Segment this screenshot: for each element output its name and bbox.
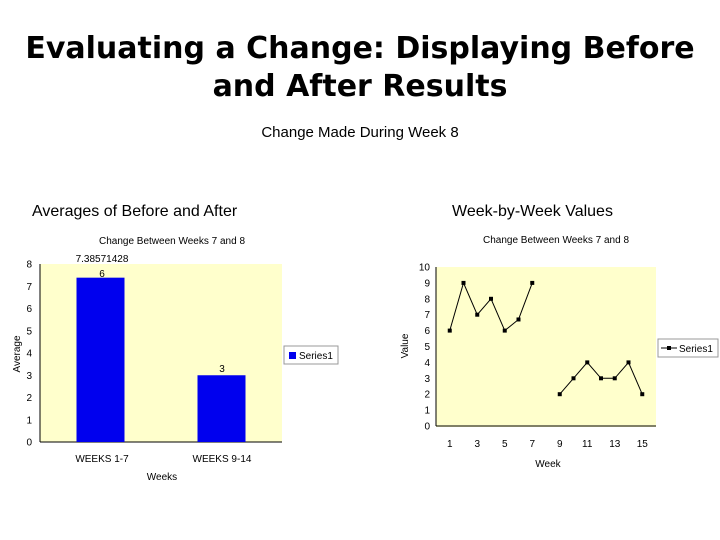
line-x-tick-label-7: 15	[637, 439, 649, 450]
bar-data-label-1: 6	[99, 269, 105, 280]
right-panel-heading: Week-by-Week Values	[452, 203, 613, 220]
bar-1	[76, 277, 125, 442]
bar-y-tick-label-2: 2	[26, 393, 32, 404]
line-point-week-14	[626, 360, 631, 365]
line-y-tick-label-4: 4	[424, 358, 430, 369]
bar-chart: Change Between Weeks 7 and 8 0 1 2 3 4 5 6 7 8 7…	[12, 236, 339, 483]
line-point-week-13	[612, 376, 617, 381]
line-y-tick-label-5: 5	[424, 342, 430, 353]
line-chart-series	[447, 280, 645, 397]
bar-data-label-2: 3	[219, 364, 225, 375]
line-x-tick-label-2: 5	[502, 439, 508, 450]
line-x-tick-label-0: 1	[447, 439, 453, 450]
line-point-week-12	[599, 376, 603, 381]
bar-y-tick-label-6: 6	[26, 304, 32, 315]
bar-category-label-1: WEEKS 1-7	[75, 454, 129, 465]
line-x-tick-label-6: 13	[609, 439, 621, 450]
bar-y-tick-label-3: 3	[26, 371, 32, 382]
bar-2	[197, 375, 246, 442]
line-point-week-15	[640, 392, 645, 397]
line-point-week-1	[447, 328, 452, 333]
bar-y-tick-label-5: 5	[26, 326, 32, 337]
line-point-week-3	[475, 312, 480, 317]
line-legend-marker	[667, 346, 671, 350]
bar-y-tick-label-8: 8	[26, 260, 32, 271]
line-point-week-10	[571, 376, 576, 381]
bar-chart-title: Change Between Weeks 7 and 8	[99, 236, 245, 247]
bar-y-tick-label-4: 4	[26, 349, 32, 360]
line-legend-label: Series1	[679, 344, 713, 355]
line-y-tick-label-8: 8	[424, 294, 430, 305]
line-y-tick-label-0: 0	[424, 422, 430, 433]
line-point-week-2	[461, 280, 466, 285]
bar-chart-annotation: 7.38571428	[76, 254, 129, 265]
line-chart-y-label: Value	[400, 333, 411, 358]
bar-chart-y-label: Average	[12, 335, 23, 373]
line-x-tick-label-3: 7	[529, 439, 535, 450]
line-y-tick-label-6: 6	[424, 326, 430, 337]
line-chart-legend	[657, 338, 719, 358]
slide-title-line-1: Evaluating a Change: Displaying Before	[25, 31, 695, 66]
line-y-tick-label-7: 7	[424, 310, 430, 321]
line-point-week-11	[585, 360, 590, 365]
bar-legend-swatch	[289, 352, 296, 359]
bar-chart-x-label: Weeks	[147, 472, 177, 483]
line-chart-title: Change Between Weeks 7 and 8	[483, 235, 629, 246]
bar-y-tick-label-1: 1	[26, 415, 32, 426]
line-y-tick-label-3: 3	[424, 374, 430, 385]
bar-y-tick-label-0: 0	[26, 438, 32, 449]
line-point-week-5	[502, 328, 507, 333]
line-chart-x-label: Week	[535, 459, 561, 470]
line-point-week-6	[516, 317, 521, 322]
line-point-week-7	[530, 280, 535, 285]
line-y-tick-label-9: 9	[424, 278, 430, 289]
slide-title-line-2: and After Results	[212, 69, 508, 104]
bar-legend-label: Series1	[299, 351, 333, 362]
bar-chart-bars	[76, 277, 246, 442]
bar-chart-legend	[283, 345, 339, 365]
bar-chart-plot-area	[40, 264, 282, 442]
line-chart: Change Between Weeks 7 and 8 0 1 2 3 4 5 6 7 8 9 1…	[400, 235, 719, 470]
line-chart-y-ticks: 0 1 2 3 4 5 6 7 8 9 10	[419, 263, 431, 433]
bar-category-label-2: WEEKS 9-14	[193, 454, 252, 465]
line-x-tick-label-1: 3	[474, 439, 480, 450]
line-y-tick-label-10: 10	[419, 263, 431, 274]
line-point-week-9	[557, 392, 562, 397]
line-x-tick-label-5: 11	[582, 439, 593, 450]
bar-y-tick-label-7: 7	[26, 282, 32, 293]
left-panel-heading: Averages of Before and After	[32, 203, 238, 220]
line-x-tick-label-4: 9	[557, 439, 563, 450]
slide-title: Evaluating a Change: Displaying Before a…	[0, 30, 720, 106]
line-point-week-4	[489, 296, 493, 301]
bar-chart-y-ticks: 0 1 2 3 4 5 6 7 8	[26, 260, 32, 449]
line-chart-x-ticks: 1 3 5 7 9 11 13 15	[447, 439, 648, 450]
slide-subtitle: Change Made During Week 8	[261, 124, 459, 141]
line-y-tick-label-1: 1	[424, 406, 430, 417]
line-y-tick-label-2: 2	[424, 390, 430, 401]
line-chart-plot-area	[436, 267, 656, 427]
